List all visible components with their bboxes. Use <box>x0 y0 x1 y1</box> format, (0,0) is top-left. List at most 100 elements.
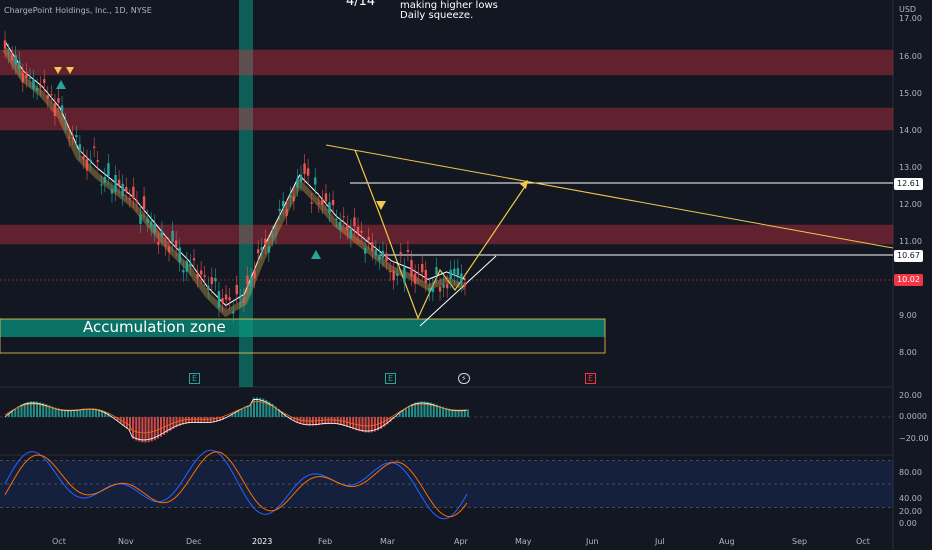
signal-down-marker <box>66 67 74 74</box>
projection-path <box>354 149 529 320</box>
momentum-bar <box>265 400 268 417</box>
candle-body <box>463 282 467 287</box>
momentum-bar <box>150 417 153 442</box>
y-tick-stoch: 80.00 <box>899 468 922 477</box>
candle-body <box>321 199 324 205</box>
y-tick-stoch: 40.00 <box>899 494 922 503</box>
candle-body <box>353 217 356 227</box>
momentum-bar <box>129 417 131 431</box>
momentum-bar <box>361 417 364 433</box>
momentum-bar <box>274 406 277 417</box>
momentum-bar <box>277 408 280 417</box>
candle-body <box>50 94 53 96</box>
candle-body <box>388 271 392 273</box>
candle-body <box>224 294 228 300</box>
candle-body <box>449 269 452 280</box>
rising-support-line <box>419 255 497 327</box>
momentum-bar <box>57 408 60 417</box>
resistance-zone <box>0 49 894 76</box>
momentum-bar <box>14 408 17 417</box>
momentum-bar <box>42 403 45 417</box>
x-tick: Oct <box>52 537 66 546</box>
earnings-event-marker[interactable]: E <box>585 373 597 384</box>
momentum-bar <box>160 417 162 437</box>
momentum-signal-line <box>4 400 467 434</box>
price-tag-target: 12.61 <box>894 178 923 190</box>
candle-body <box>60 105 64 112</box>
candle-body <box>363 248 367 254</box>
candle-body <box>285 209 288 216</box>
symbol-title: ChargePoint Holdings, Inc., 1D, NYSE <box>4 6 152 15</box>
candle-body <box>21 72 25 83</box>
momentum-bar <box>333 417 336 425</box>
earnings-event-marker[interactable]: E <box>189 373 201 384</box>
candle-body <box>310 202 313 204</box>
momentum-bar <box>280 411 283 417</box>
momentum-bar <box>17 406 20 417</box>
momentum-bar <box>36 401 38 417</box>
momentum-bar <box>349 417 352 428</box>
candle-body <box>392 270 395 281</box>
momentum-bar <box>262 398 265 417</box>
momentum-bar <box>132 417 135 439</box>
candle-body <box>82 156 85 160</box>
candle-body <box>424 270 427 283</box>
candle-body <box>132 186 135 199</box>
candle-body <box>110 189 114 194</box>
momentum-bar <box>408 405 410 417</box>
candle-body <box>278 208 281 211</box>
y-tick-momentum: 0.0000 <box>899 412 927 421</box>
x-tick: 2023 <box>252 537 273 546</box>
momentum-bar <box>26 402 29 417</box>
x-tick: Feb <box>318 537 333 546</box>
momentum-bar <box>243 406 246 417</box>
candle-body <box>214 277 217 282</box>
momentum-bar <box>398 413 401 417</box>
momentum-bar <box>373 417 376 432</box>
candle-body <box>150 221 153 228</box>
momentum-bar <box>32 401 35 417</box>
momentum-bar <box>324 417 327 425</box>
candle-body <box>203 275 206 277</box>
earnings-event-marker[interactable]: E <box>385 373 397 384</box>
candle-body <box>338 221 342 230</box>
momentum-bar <box>11 411 14 417</box>
candle-body <box>125 186 128 192</box>
candle-body <box>217 291 221 308</box>
momentum-bar <box>76 409 79 417</box>
momentum-bar <box>98 409 100 417</box>
currency-label: USD <box>899 5 917 14</box>
candle-body <box>374 249 378 256</box>
momentum-bar <box>125 417 128 429</box>
momentum-bar <box>191 417 193 424</box>
momentum-bar <box>249 404 252 417</box>
momentum-bar <box>203 417 206 424</box>
candle-body <box>428 287 431 292</box>
candle-body <box>164 245 167 247</box>
momentum-bar <box>435 404 438 417</box>
candle-body <box>303 163 306 174</box>
momentum-bar <box>194 417 197 423</box>
momentum-bar <box>23 403 26 417</box>
momentum-bar <box>54 407 57 417</box>
y-tick-price: 9.00 <box>899 311 917 320</box>
momentum-bar <box>395 416 398 417</box>
candle-body <box>128 198 132 200</box>
accumulation-zone-label: Accumulation zone <box>83 318 226 336</box>
momentum-bar <box>355 417 358 431</box>
momentum-bar <box>48 405 51 417</box>
price-tag-last: 10.02 <box>894 274 923 286</box>
dividend-event-marker[interactable]: ⚡ <box>458 373 470 384</box>
candle-body <box>413 273 417 284</box>
candle-body <box>139 214 142 224</box>
candle-body <box>346 224 349 231</box>
momentum-bar <box>218 417 221 421</box>
candle-body <box>71 134 74 136</box>
momentum-bar <box>237 410 240 417</box>
candle-body <box>249 277 253 287</box>
candle-body <box>75 135 78 138</box>
candle-body <box>367 236 370 241</box>
momentum-bar <box>327 417 330 425</box>
momentum-bar <box>417 401 420 417</box>
